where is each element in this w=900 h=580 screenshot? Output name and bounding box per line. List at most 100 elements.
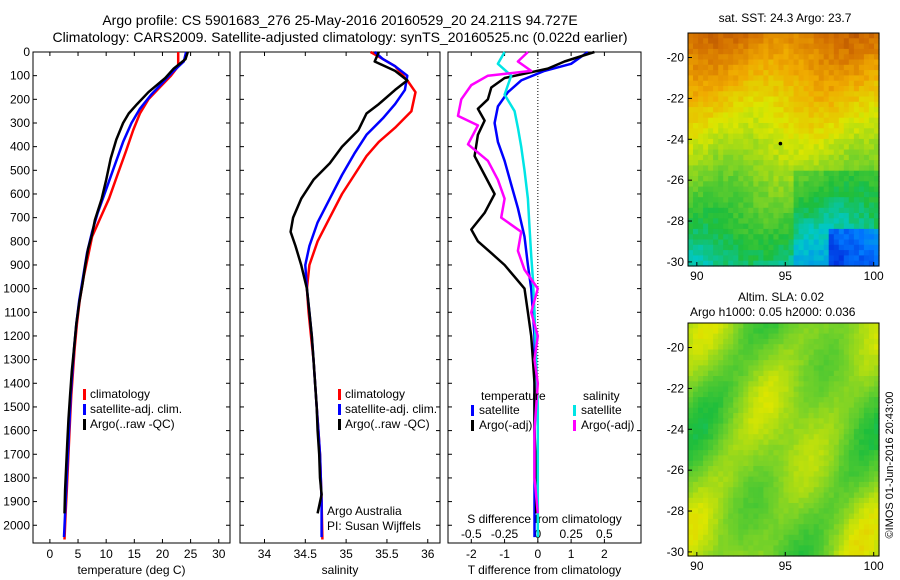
sla_map-cell xyxy=(728,338,734,345)
sla_map-cell xyxy=(838,423,845,430)
sst_map-cell xyxy=(713,160,719,166)
sst_map-cell xyxy=(778,144,785,151)
sst_map-cell xyxy=(813,123,820,129)
sla_map-cell xyxy=(768,524,774,531)
sst_map-cell xyxy=(718,239,724,246)
sla_map-cell xyxy=(723,545,729,552)
sla_map-cell xyxy=(753,508,759,515)
sst_map-cell xyxy=(773,91,779,98)
sst_map-cell xyxy=(823,202,830,209)
sla_map-cell xyxy=(743,381,749,388)
sst_map-cell xyxy=(723,33,729,39)
sst_map-cell xyxy=(818,255,825,262)
sst_map-cell xyxy=(813,239,820,246)
sst_map-cell xyxy=(813,75,820,82)
sst_map-cell xyxy=(733,191,739,198)
sst_map-cell xyxy=(848,186,855,193)
sst_map-cell xyxy=(808,223,815,230)
sla-title-line2: Argo h1000: 0.05 h2000: 0.036 xyxy=(690,305,856,319)
sla_map-cell xyxy=(748,540,754,546)
sst_map-cell xyxy=(773,223,779,230)
sst_map-cell xyxy=(698,101,704,108)
sla_map-cell xyxy=(808,428,815,435)
sla_map-cell xyxy=(698,497,704,504)
sst_map-cell xyxy=(803,234,810,241)
sla_map-cell xyxy=(693,397,699,403)
sla_map-cell xyxy=(733,381,739,388)
sla_map-cell xyxy=(823,360,830,366)
sla_map-cell xyxy=(743,349,749,356)
sst_map-cell xyxy=(863,165,870,172)
sst_map-cell xyxy=(778,117,785,124)
sst_map-cell xyxy=(823,133,830,140)
sst_map-cell xyxy=(753,234,759,241)
sla_map-cell xyxy=(833,503,840,509)
sst_map-cell xyxy=(813,112,820,119)
sla_map-cell xyxy=(758,550,764,557)
salinity-diff-axis-label: S difference from climatology xyxy=(467,512,622,526)
sst_map-cell xyxy=(728,96,734,103)
sst_map-cell xyxy=(708,191,714,198)
sla_map-cell xyxy=(698,439,704,446)
sla_map-cell xyxy=(708,492,714,499)
sla_map-cell xyxy=(738,323,744,329)
sst_map-cell xyxy=(808,80,815,87)
sla_map-cell xyxy=(793,397,800,403)
sla_map-cell xyxy=(798,397,805,403)
sla_map-cell xyxy=(723,418,729,425)
sst_map-cell xyxy=(868,181,875,188)
sst_map-cell xyxy=(778,191,785,198)
sst_map-cell xyxy=(858,117,865,124)
sst_map-cell xyxy=(818,218,825,225)
sst_map-cell xyxy=(758,250,764,256)
sst_map-cell xyxy=(818,239,825,246)
sla_map-cell xyxy=(863,360,870,366)
sst_map-cell xyxy=(743,154,749,161)
sla_map-cell xyxy=(688,439,694,446)
sla_map-cell xyxy=(798,328,805,335)
sst_map-cell xyxy=(708,144,714,151)
sla_map-cell xyxy=(733,338,739,345)
sst_map-cell xyxy=(823,96,830,103)
sla_map-cell xyxy=(748,407,754,414)
sla_map-cell xyxy=(803,460,810,467)
sst_map-cell xyxy=(708,112,714,119)
sla_map-cell xyxy=(838,466,845,472)
sla_map-cell xyxy=(848,550,855,557)
sla_map-cell xyxy=(708,524,714,531)
sla_map-cell xyxy=(768,518,774,525)
sla_map-ytick-label: -24 xyxy=(667,422,685,436)
sla_map-cell xyxy=(848,423,855,430)
sst_map-cell xyxy=(723,59,729,66)
sla_map-cell xyxy=(733,376,739,382)
sla_map-cell xyxy=(728,376,734,382)
sst_map-cell xyxy=(693,138,699,145)
sst_map-cell xyxy=(733,165,739,172)
sla_map-cell xyxy=(693,487,699,494)
sst_map-cell xyxy=(713,154,719,161)
sst_map-cell xyxy=(818,223,825,230)
sla_map-cell xyxy=(848,476,855,483)
sla_map-cell xyxy=(753,407,759,414)
sst_map-cell xyxy=(863,234,870,241)
sst_map-cell xyxy=(743,149,749,156)
sst_map-cell xyxy=(743,75,749,82)
sla_map-cell xyxy=(708,450,714,456)
sla_map-cell xyxy=(723,524,729,531)
sla_map-cell xyxy=(758,413,764,419)
sst_map-cell xyxy=(874,144,880,151)
sla_map-cell xyxy=(803,513,810,520)
sla_map-cell xyxy=(874,497,880,504)
sst_map-cell xyxy=(758,117,764,124)
sst_map-cell xyxy=(853,154,860,161)
sst_map-cell xyxy=(843,54,850,61)
sst_map-cell xyxy=(868,107,875,113)
sla_map-cell xyxy=(823,365,830,372)
sla_map-cell xyxy=(708,338,714,345)
sst_map-cell xyxy=(773,54,779,61)
sla_map-cell xyxy=(723,439,729,446)
sst_map-cell xyxy=(708,107,714,113)
sla_map-cell xyxy=(808,354,815,361)
sst_map-cell xyxy=(748,191,754,198)
sla_map-cell xyxy=(843,508,850,515)
